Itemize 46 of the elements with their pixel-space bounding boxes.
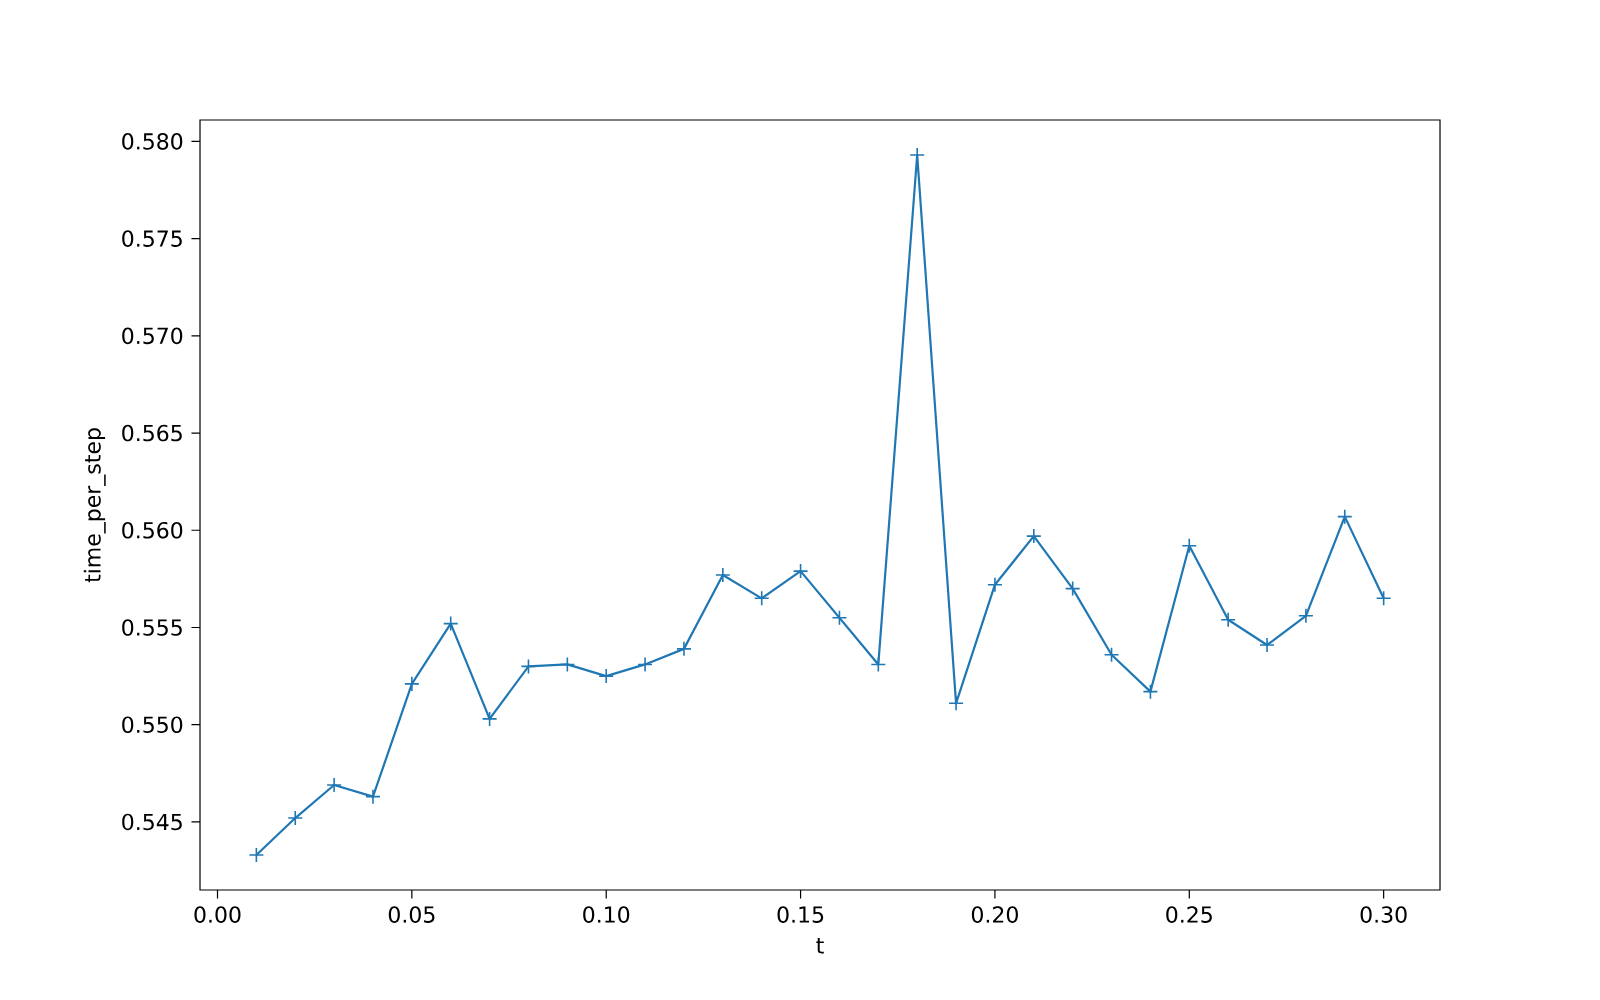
point <box>1259 637 1275 653</box>
y-tick-label: 0.545 <box>122 813 182 831</box>
point <box>1026 528 1042 544</box>
point <box>1064 580 1081 597</box>
point <box>1142 683 1159 700</box>
point <box>287 810 304 826</box>
point <box>520 658 537 675</box>
point <box>404 676 420 692</box>
point <box>1298 608 1314 624</box>
point <box>1336 508 1353 525</box>
point <box>831 609 848 626</box>
point <box>948 695 964 712</box>
point <box>792 563 809 579</box>
y-tick-label: 0.570 <box>122 327 183 345</box>
y-tick-label: 0.565 <box>122 424 182 442</box>
point <box>1220 611 1236 628</box>
y-tick-label: 0.550 <box>122 716 183 734</box>
x-tick-label: 0.30 <box>1360 906 1407 923</box>
point <box>1375 590 1392 607</box>
x-tick-label: 0.00 <box>194 906 241 923</box>
y-tick-label: 0.580 <box>122 133 183 150</box>
point <box>326 777 342 793</box>
point <box>753 590 770 607</box>
point <box>1103 646 1120 663</box>
point <box>481 711 498 727</box>
y-axis-title: time_per_step <box>83 428 106 583</box>
y-tick-label: 0.555 <box>122 619 182 636</box>
point <box>442 615 459 632</box>
point <box>248 847 265 863</box>
point <box>598 668 615 684</box>
point <box>676 641 692 657</box>
point <box>715 567 731 583</box>
y-tick-label: 0.575 <box>122 230 182 247</box>
x-tick-label: 0.25 <box>1166 906 1212 923</box>
point <box>365 788 381 805</box>
x-tick-label: 0.15 <box>777 906 824 923</box>
x-tick-label: 0.05 <box>388 906 435 923</box>
point <box>870 656 887 673</box>
point <box>987 576 1003 593</box>
point <box>1181 538 1198 554</box>
y-tick-label: 0.560 <box>122 521 183 539</box>
point <box>637 656 653 673</box>
x-tick-label: 0.20 <box>971 906 1018 923</box>
point <box>559 656 576 673</box>
x-tick-label: 0.10 <box>583 906 630 923</box>
x-axis-title: t <box>816 937 824 954</box>
